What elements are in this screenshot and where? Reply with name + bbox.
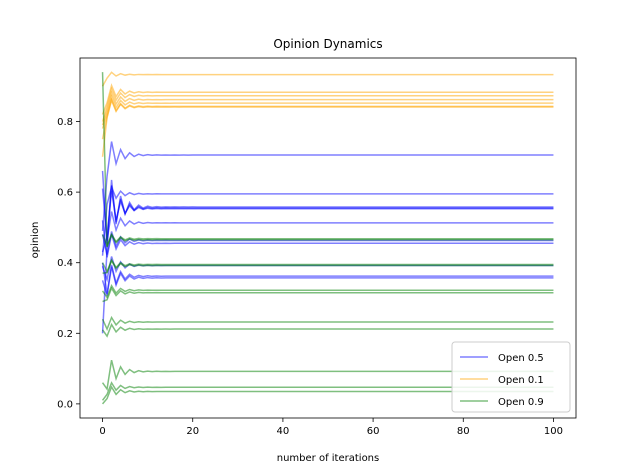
series-line-3-3 xyxy=(101,258,554,274)
plot-frame xyxy=(79,57,577,419)
y-tick-label: 0.6 xyxy=(57,188,73,199)
series-line-2-4 xyxy=(101,90,554,126)
legend-box xyxy=(451,341,571,413)
series-line-1-3 xyxy=(101,179,554,334)
series-line-3-7 xyxy=(101,315,554,331)
y-axis-label: opinion xyxy=(30,222,41,259)
axes: 0 20 40 60 80 100 0.0 0.2 0.4 0.6 0.8 xyxy=(57,57,577,437)
series-line-2-3 xyxy=(101,86,554,122)
series-line-2-1 xyxy=(101,71,554,87)
x-tick-label: 100 xyxy=(544,426,563,437)
legend: Open 0.5 Open 0.1 Open 0.9 xyxy=(451,341,571,413)
x-tick-label: 20 xyxy=(186,426,199,437)
y-tick-label: 0.4 xyxy=(57,258,73,269)
legend-label-3: Open 0.9 xyxy=(498,397,544,408)
series-line-2-7 xyxy=(101,97,554,157)
plot-lines xyxy=(101,71,554,405)
series-line-1-10 xyxy=(101,266,554,296)
series-line-3-2 xyxy=(101,232,554,248)
x-tick-label: 0 xyxy=(99,426,105,437)
series-line-1-1 xyxy=(101,141,554,232)
x-tick-label: 40 xyxy=(277,426,290,437)
series-line-1-5 xyxy=(101,190,554,253)
series-line-1-8 xyxy=(101,220,554,258)
legend-label-2: Open 0.1 xyxy=(498,375,544,386)
y-tick-label: 0.0 xyxy=(57,399,73,410)
series-line-1-6 xyxy=(101,188,554,241)
series-line-1-9 xyxy=(101,262,554,294)
series-line-3-1 xyxy=(101,72,554,248)
series-line-2-5 xyxy=(101,94,554,129)
series-line-3-6 xyxy=(102,286,554,303)
series-line-1-2 xyxy=(101,184,554,256)
series-line-3-4 xyxy=(102,259,554,275)
series-line-3-8 xyxy=(101,322,554,338)
y-tick-label: 0.8 xyxy=(57,117,73,128)
legend-label-1: Open 0.5 xyxy=(498,353,544,364)
x-axis-label: number of iterations xyxy=(277,453,379,464)
x-tick-label: 60 xyxy=(367,426,380,437)
series-line-2-2 xyxy=(101,83,554,115)
y-tick-label: 0.2 xyxy=(57,329,73,340)
series-line-3-5 xyxy=(101,284,554,299)
chart-title: Opinion Dynamics xyxy=(273,37,382,51)
x-tick-label: 80 xyxy=(457,426,470,437)
